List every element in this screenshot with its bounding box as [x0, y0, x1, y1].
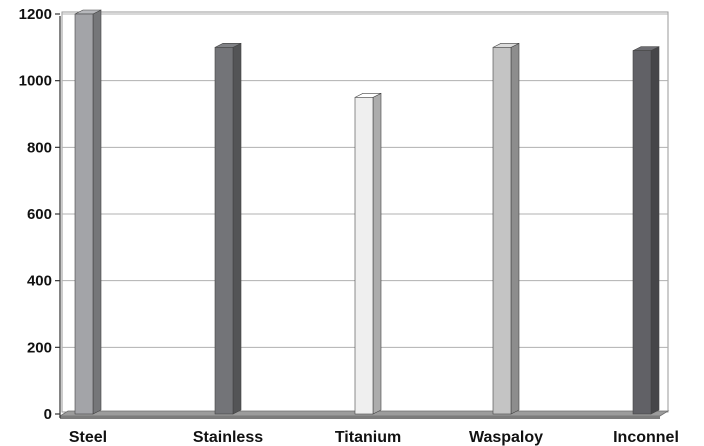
bar-stainless	[214, 42, 242, 415]
bar-side	[232, 42, 242, 415]
x-tick-label-titanium: Titanium	[335, 429, 401, 446]
x-tick-label-steel: Steel	[69, 429, 107, 446]
y-tick-label-1000: 1000	[19, 73, 52, 90]
floor-front	[60, 416, 660, 419]
y-tick-label-800: 800	[27, 139, 52, 156]
bar-waspaloy	[492, 42, 520, 415]
x-tick-label-inconnel: Inconnel	[613, 429, 679, 446]
bar-front	[214, 47, 234, 415]
y-tick-label-0: 0	[44, 406, 52, 423]
bar-front	[632, 50, 652, 415]
bar-front	[492, 47, 512, 415]
gridlines	[62, 13, 668, 348]
bar-titanium	[354, 92, 382, 415]
y-tick-label-200: 200	[27, 339, 52, 356]
y-tick-label-400: 400	[27, 273, 52, 290]
y-axis: 0 200 400 600 800 1000 1200	[19, 6, 61, 423]
y-tick-label-600: 600	[27, 206, 52, 223]
bar-side	[372, 92, 382, 415]
bar-side	[92, 9, 102, 415]
bar-steel	[74, 9, 102, 415]
bar-inconnel	[632, 46, 660, 415]
x-tick-label-waspaloy: Waspaloy	[469, 429, 543, 446]
bar-front	[354, 97, 374, 415]
x-tick-label-stainless: Stainless	[193, 429, 263, 446]
bars	[74, 9, 660, 415]
bar-front	[74, 13, 94, 415]
x-axis-labels: Steel Stainless Titanium Waspaloy Inconnel	[69, 429, 679, 446]
bar-side	[510, 42, 520, 415]
y-tick-label-1200: 1200	[19, 6, 52, 23]
bar-side	[650, 46, 660, 415]
